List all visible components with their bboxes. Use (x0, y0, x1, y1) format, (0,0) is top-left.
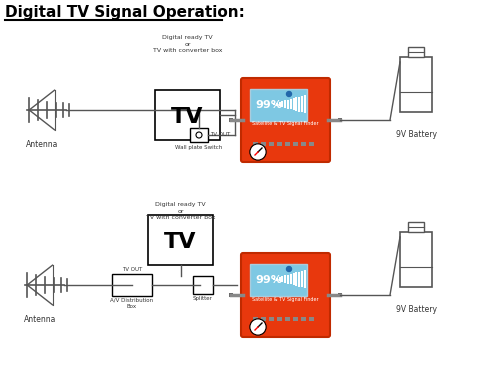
Bar (261, 317, 266, 321)
Text: Digital ready TV
or
TV with converter box: Digital ready TV or TV with converter bo… (146, 202, 215, 220)
Text: Satellite & TV Signal Finder: Satellite & TV Signal Finder (252, 122, 319, 127)
Bar (293, 142, 298, 146)
Bar (290, 274, 292, 284)
Bar (278, 102, 280, 106)
Bar (301, 271, 303, 287)
Bar (284, 275, 286, 283)
Circle shape (286, 92, 292, 96)
FancyBboxPatch shape (193, 276, 213, 294)
Text: A/V Distribution
Box: A/V Distribution Box (110, 298, 154, 309)
Bar (284, 100, 286, 108)
Bar (253, 142, 258, 146)
Bar (282, 276, 284, 282)
Bar (277, 317, 282, 321)
Text: TV: TV (171, 107, 204, 127)
Text: 99%: 99% (255, 100, 282, 110)
Text: Digital TV Signal Operation:: Digital TV Signal Operation: (5, 5, 245, 20)
Bar (338, 293, 342, 297)
Bar (229, 293, 233, 297)
Text: TV OUT: TV OUT (122, 267, 142, 272)
Circle shape (250, 145, 266, 160)
Bar (285, 142, 290, 146)
Text: Antenna: Antenna (26, 140, 58, 149)
Bar (304, 95, 306, 113)
Bar (408, 47, 424, 57)
Bar (229, 118, 233, 122)
Bar (301, 142, 306, 146)
Bar (276, 277, 278, 280)
FancyBboxPatch shape (250, 264, 307, 296)
Text: Digital ready TV
or
TV with converter box: Digital ready TV or TV with converter bo… (153, 35, 222, 53)
Text: Satellite & TV Signal Finder: Satellite & TV Signal Finder (252, 296, 319, 301)
Circle shape (286, 266, 292, 272)
Text: 99%: 99% (255, 275, 282, 285)
Text: Antenna: Antenna (24, 315, 56, 324)
Bar (298, 96, 300, 111)
FancyBboxPatch shape (190, 128, 208, 142)
Bar (338, 118, 342, 122)
Bar (298, 272, 300, 287)
Bar (309, 142, 314, 146)
Bar (301, 317, 306, 321)
Bar (285, 317, 290, 321)
Text: 9V Battery: 9V Battery (396, 130, 436, 139)
FancyBboxPatch shape (241, 78, 330, 162)
Bar (304, 270, 306, 288)
Text: 9V Battery: 9V Battery (396, 305, 436, 314)
Bar (296, 97, 298, 111)
Bar (278, 277, 280, 281)
Bar (400, 57, 432, 112)
FancyBboxPatch shape (112, 274, 152, 296)
Text: TV: TV (164, 232, 197, 252)
FancyBboxPatch shape (250, 89, 307, 121)
Bar (296, 272, 298, 286)
FancyBboxPatch shape (155, 90, 220, 140)
FancyBboxPatch shape (241, 253, 330, 337)
Bar (309, 317, 314, 321)
Text: Splitter: Splitter (193, 296, 213, 301)
Bar (301, 96, 303, 112)
Bar (293, 317, 298, 321)
Bar (269, 317, 274, 321)
Bar (273, 103, 275, 105)
Bar (287, 274, 289, 284)
Bar (292, 98, 294, 110)
Bar (408, 222, 424, 232)
Bar (292, 273, 294, 285)
Circle shape (250, 319, 266, 334)
Text: Wall plate Switch: Wall plate Switch (176, 145, 222, 150)
Bar (290, 99, 292, 109)
Bar (269, 142, 274, 146)
FancyBboxPatch shape (148, 215, 213, 265)
Bar (253, 317, 258, 321)
Bar (273, 278, 275, 280)
Bar (400, 232, 432, 287)
Bar (261, 142, 266, 146)
Bar (287, 100, 289, 108)
Bar (277, 142, 282, 146)
Bar (282, 101, 284, 107)
Bar (276, 103, 278, 105)
Text: TV OUT: TV OUT (210, 131, 230, 137)
